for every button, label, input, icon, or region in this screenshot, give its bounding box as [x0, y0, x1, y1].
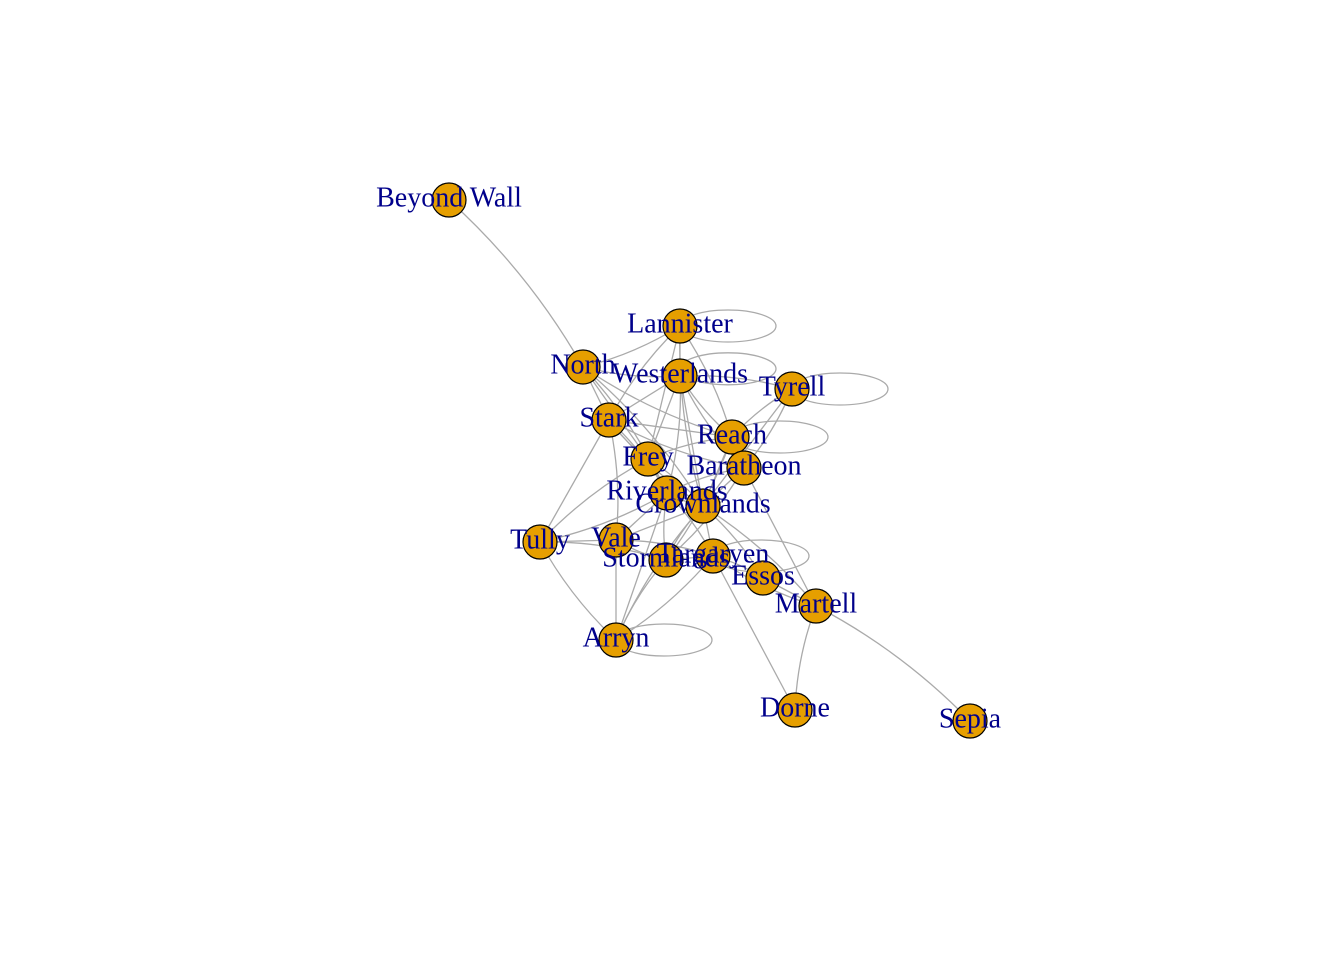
edge-lannister-crownlands: [679, 325, 704, 507]
node-targaryen[interactable]: [695, 538, 731, 574]
node-reach[interactable]: [714, 419, 750, 455]
node-label-sepia: Sepia: [939, 703, 1002, 734]
edge-arryn-riverlands: [615, 492, 668, 641]
node-stormlands[interactable]: [648, 542, 684, 578]
node-label-arryn: Arryn: [583, 622, 650, 653]
node-label-targaryen: Targaryen: [657, 538, 770, 569]
node-north[interactable]: [565, 349, 601, 385]
node-stark[interactable]: [591, 402, 627, 438]
node-label-dorne: Dorne: [760, 692, 830, 723]
edge-martell-sepia: [815, 605, 971, 722]
node-tyrell[interactable]: [774, 371, 810, 407]
node-frey[interactable]: [630, 441, 666, 477]
node-lannister[interactable]: [662, 308, 698, 344]
node-arryn[interactable]: [598, 622, 634, 658]
node-label-riverlands: Riverlands: [606, 475, 727, 506]
node-label-tully: Tully: [510, 524, 570, 555]
node-label-north: North: [550, 349, 615, 380]
node-riverlands[interactable]: [649, 475, 685, 511]
node-baratheon[interactable]: [726, 450, 762, 486]
node-label-reach: Reach: [697, 419, 767, 450]
node-label-stark: Stark: [579, 402, 638, 433]
node-tully[interactable]: [522, 524, 558, 560]
edge-targaryen-dorne: [712, 555, 796, 711]
node-label-martell: Martell: [775, 588, 858, 619]
node-vale[interactable]: [598, 522, 634, 558]
node-label-vale: Vale: [591, 522, 641, 553]
node-crownlands[interactable]: [685, 488, 721, 524]
node-sepia[interactable]: [952, 703, 988, 739]
node-label-lannister: Lannister: [627, 308, 733, 339]
node-dorne[interactable]: [777, 692, 813, 728]
edge-beyond_wall-north: [448, 199, 584, 368]
node-martell[interactable]: [798, 588, 834, 624]
edge-baratheon-martell: [743, 467, 817, 607]
node-label-crownlands: Crownlands: [635, 488, 770, 519]
edge-north-riverlands: [582, 366, 668, 494]
node-label-stormlands: Stormlands: [602, 542, 730, 573]
node-westerlands[interactable]: [662, 358, 698, 394]
node-essos[interactable]: [745, 560, 781, 596]
node-label-tyrell: Tyrell: [759, 371, 826, 402]
node-label-beyond_wall: Beyond Wall: [376, 182, 522, 213]
node-label-westerlands: Westerlands: [612, 358, 748, 389]
node-layer: [431, 182, 988, 739]
node-label-baratheon: Baratheon: [686, 450, 801, 481]
node-label-essos: Essos: [731, 560, 795, 591]
node-label-frey: Frey: [622, 441, 673, 472]
node-beyond_wall[interactable]: [431, 182, 467, 218]
edge-north-crownlands: [582, 366, 704, 507]
